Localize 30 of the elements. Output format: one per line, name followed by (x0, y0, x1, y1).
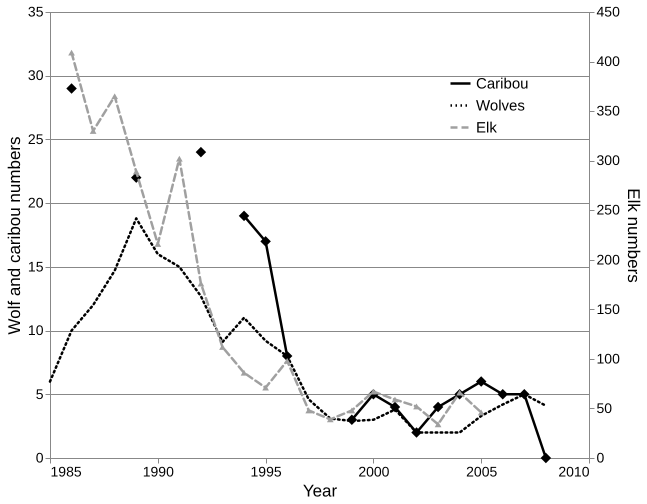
x-tick-label: 2000 (358, 464, 390, 480)
x-tick-label: 1995 (250, 464, 282, 480)
y2-tick-label: 200 (596, 251, 620, 268)
y-tick-label: 20 (28, 194, 44, 211)
y2-tick-label: 300 (596, 152, 620, 168)
x-tick-label: 2005 (466, 464, 498, 480)
y2-tick-label: 0 (596, 450, 604, 466)
y2-tick-label: 50 (596, 400, 612, 416)
y2-tick-label: 400 (596, 53, 620, 70)
y2-tick-label: 450 (596, 4, 620, 20)
y-tick-label: 10 (28, 322, 44, 338)
y-tick-label: 0 (36, 450, 44, 466)
legend-label: Wolves (476, 98, 525, 114)
y-tick-label: 5 (36, 386, 44, 402)
y-tick-label: 25 (28, 130, 44, 147)
y-axis-title: Wolf and caribou numbers (4, 136, 24, 335)
y2-tick-label: 350 (596, 102, 620, 119)
y2-tick-label: 150 (596, 300, 620, 317)
legend-label: Caribou (476, 76, 529, 92)
y-tick-label: 15 (28, 258, 44, 274)
legend-label: Elk (476, 120, 498, 136)
y2-tick-label: 100 (596, 350, 620, 366)
x-tick-label: 1985 (50, 464, 82, 480)
y-tick-label: 35 (28, 4, 44, 20)
y-tick-label: 30 (28, 67, 44, 84)
x-axis-title: Year (302, 482, 338, 500)
y2-axis-title: Elk numbers (624, 188, 643, 283)
x-tick-label: 2010 (558, 464, 590, 480)
x-tick-label: 1990 (142, 464, 174, 480)
y2-tick-label: 250 (596, 202, 620, 218)
